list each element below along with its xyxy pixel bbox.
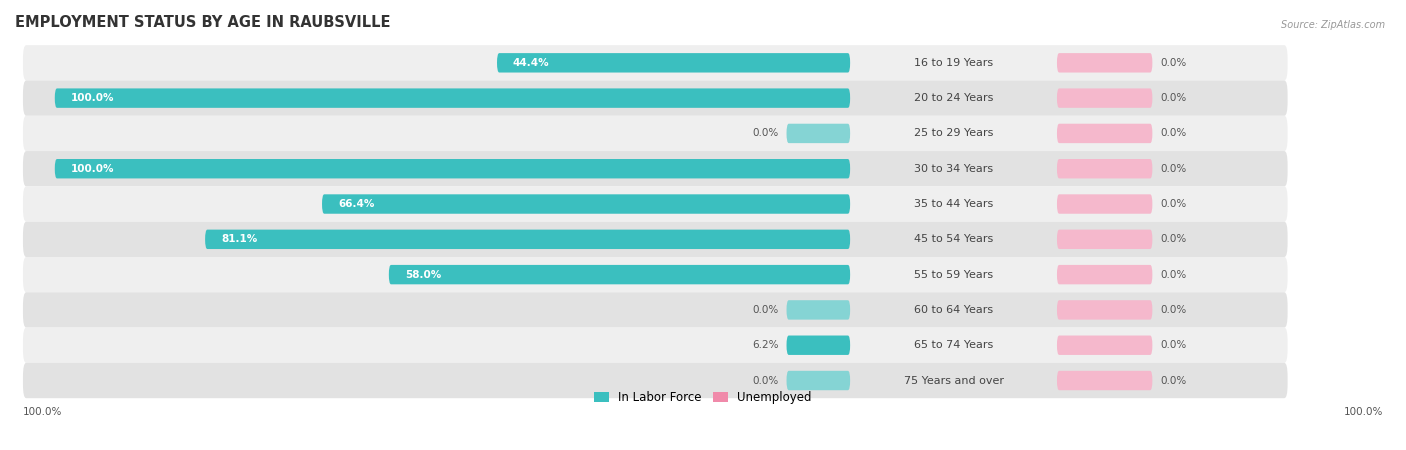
FancyBboxPatch shape xyxy=(496,53,851,72)
FancyBboxPatch shape xyxy=(1057,159,1153,179)
FancyBboxPatch shape xyxy=(786,336,851,355)
Text: 81.1%: 81.1% xyxy=(221,234,257,244)
Text: 0.0%: 0.0% xyxy=(1160,164,1187,174)
FancyBboxPatch shape xyxy=(1057,53,1153,72)
FancyBboxPatch shape xyxy=(22,151,1288,186)
FancyBboxPatch shape xyxy=(1057,88,1153,108)
Text: 0.0%: 0.0% xyxy=(1160,199,1187,209)
Text: 30 to 34 Years: 30 to 34 Years xyxy=(914,164,993,174)
FancyBboxPatch shape xyxy=(786,300,851,320)
FancyBboxPatch shape xyxy=(1057,336,1153,355)
Text: 44.4%: 44.4% xyxy=(513,58,550,68)
Text: 75 Years and over: 75 Years and over xyxy=(904,375,1004,386)
FancyBboxPatch shape xyxy=(55,88,851,108)
FancyBboxPatch shape xyxy=(786,371,851,390)
Text: 0.0%: 0.0% xyxy=(752,128,779,139)
Text: Source: ZipAtlas.com: Source: ZipAtlas.com xyxy=(1281,20,1385,30)
FancyBboxPatch shape xyxy=(1057,230,1153,249)
Text: 0.0%: 0.0% xyxy=(1160,375,1187,386)
Text: 60 to 64 Years: 60 to 64 Years xyxy=(914,305,993,315)
Text: EMPLOYMENT STATUS BY AGE IN RAUBSVILLE: EMPLOYMENT STATUS BY AGE IN RAUBSVILLE xyxy=(15,15,391,30)
Legend: In Labor Force, Unemployed: In Labor Force, Unemployed xyxy=(589,386,817,409)
FancyBboxPatch shape xyxy=(1057,371,1153,390)
Text: 65 to 74 Years: 65 to 74 Years xyxy=(914,340,993,350)
FancyBboxPatch shape xyxy=(22,328,1288,363)
Text: 0.0%: 0.0% xyxy=(1160,93,1187,103)
Text: 0.0%: 0.0% xyxy=(1160,270,1187,279)
FancyBboxPatch shape xyxy=(389,265,851,284)
FancyBboxPatch shape xyxy=(786,124,851,143)
Text: 35 to 44 Years: 35 to 44 Years xyxy=(914,199,993,209)
Text: 45 to 54 Years: 45 to 54 Years xyxy=(914,234,993,244)
Text: 6.2%: 6.2% xyxy=(752,340,779,350)
Text: 100.0%: 100.0% xyxy=(70,93,114,103)
FancyBboxPatch shape xyxy=(55,159,851,179)
Text: 66.4%: 66.4% xyxy=(337,199,374,209)
FancyBboxPatch shape xyxy=(22,186,1288,222)
Text: 0.0%: 0.0% xyxy=(1160,128,1187,139)
Text: 100.0%: 100.0% xyxy=(22,407,62,417)
Text: 25 to 29 Years: 25 to 29 Years xyxy=(914,128,993,139)
FancyBboxPatch shape xyxy=(1057,194,1153,214)
FancyBboxPatch shape xyxy=(1057,300,1153,320)
FancyBboxPatch shape xyxy=(22,363,1288,398)
FancyBboxPatch shape xyxy=(22,292,1288,328)
FancyBboxPatch shape xyxy=(22,81,1288,116)
Text: 20 to 24 Years: 20 to 24 Years xyxy=(914,93,993,103)
FancyBboxPatch shape xyxy=(1057,124,1153,143)
FancyBboxPatch shape xyxy=(1057,265,1153,284)
Text: 0.0%: 0.0% xyxy=(1160,58,1187,68)
FancyBboxPatch shape xyxy=(22,222,1288,257)
FancyBboxPatch shape xyxy=(22,45,1288,81)
Text: 0.0%: 0.0% xyxy=(752,305,779,315)
FancyBboxPatch shape xyxy=(205,230,851,249)
Text: 16 to 19 Years: 16 to 19 Years xyxy=(914,58,993,68)
FancyBboxPatch shape xyxy=(322,194,851,214)
Text: 0.0%: 0.0% xyxy=(1160,305,1187,315)
Text: 0.0%: 0.0% xyxy=(752,375,779,386)
Text: 100.0%: 100.0% xyxy=(1344,407,1384,417)
Text: 55 to 59 Years: 55 to 59 Years xyxy=(914,270,993,279)
FancyBboxPatch shape xyxy=(22,257,1288,292)
Text: 0.0%: 0.0% xyxy=(1160,234,1187,244)
Text: 58.0%: 58.0% xyxy=(405,270,441,279)
Text: 100.0%: 100.0% xyxy=(70,164,114,174)
FancyBboxPatch shape xyxy=(22,116,1288,151)
Text: 0.0%: 0.0% xyxy=(1160,340,1187,350)
